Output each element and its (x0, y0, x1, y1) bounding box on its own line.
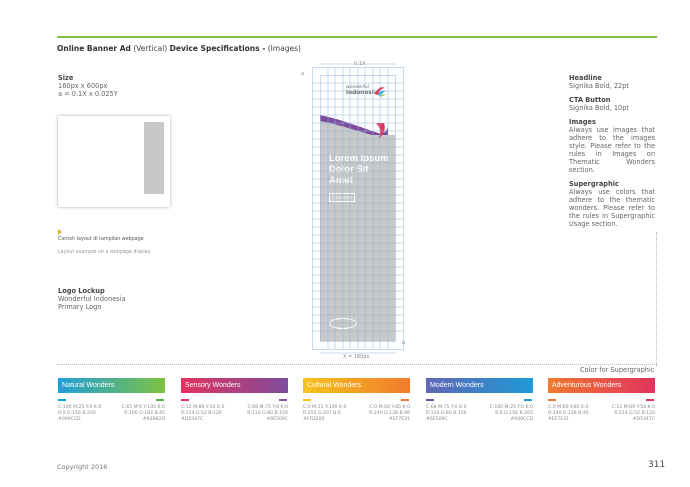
color-spec-line: R:214 G:52 B:126 (614, 411, 655, 416)
color-spec-right: C:12 M:89 Y:54 K:0 R:214 G:52 B:126 #D5347… (608, 405, 655, 423)
color-spec-line: #FFD200 (303, 417, 325, 422)
color-spec-line: R:214 G:52 B:126 (181, 411, 222, 416)
wonder-bar: Natural Wonders (58, 378, 165, 393)
color-spec-line: #EF7E31 (548, 417, 570, 422)
corner-a-bottom: a (402, 340, 406, 346)
cta-label: CTA Button (569, 96, 611, 104)
cta-value: Signika Bold, 10pt (569, 104, 629, 112)
color-spec-line: #6E509C (426, 417, 448, 422)
color-spec-line: C:0 M:21 Y:100 K:0 (303, 405, 347, 410)
color-spec-line: C:68 M:75 Y:0 K:0 (426, 405, 467, 410)
color-spec-line: #009CCD (510, 417, 533, 422)
color-spec-line: R:110 G:80 B:156 (247, 411, 288, 416)
wonder-bar: Adventurous Wonders (548, 378, 655, 393)
color-spec-line: C:100 M:25 Y:0 K:0 (58, 405, 102, 410)
spec-column: Headline Signika Bold, 22pt CTA Button S… (569, 74, 655, 228)
wonder-bar: Modern Wonders (426, 378, 533, 393)
color-spec-line: C:12 M:89 Y:54 K:0 (611, 405, 655, 410)
top-divider (57, 36, 657, 38)
banner-footer-logo (329, 318, 357, 329)
color-swatch-tick (303, 399, 311, 401)
color-spec-line: R:240 G:128 B:46 (548, 411, 589, 416)
logo-block: Logo Lockup Wonderful Indonesia Primary … (58, 287, 126, 311)
color-spec-line: C:0 M:60 Y:85 K:0 (369, 405, 411, 410)
bird-logo-icon (375, 87, 386, 97)
color-spec-line: R:100 G:183 B:45 (124, 411, 165, 416)
banner-headline: Lorem Ipsum Dolor Sit Amet (329, 153, 389, 186)
color-spec-right: C:65 M:0 Y:100 K:0 R:100 G:183 B:45 #64B82… (118, 405, 165, 423)
copyright: Copyright 2016 (57, 463, 108, 471)
color-spec-left: C:68 M:75 Y:0 K:0 R:110 G:80 B:156 #6E509C (426, 405, 467, 423)
supergraphic-label: Supergraphic (569, 180, 619, 188)
size-label: Size (58, 74, 74, 82)
color-swatch-tick (156, 399, 164, 401)
logo-line1: Wonderful Indonesia (58, 295, 126, 303)
size-block: Size 160px x 600px a = 0.1X x 0.025Y (58, 74, 118, 98)
color-swatch-tick (426, 399, 434, 401)
color-spec-line: C:65 M:0 Y:100 K:0 (121, 405, 165, 410)
color-spec-line: R:255 G:207 B:0 (303, 411, 341, 416)
color-spec-line: C:12 M:89 Y:54 K:0 (181, 405, 225, 410)
color-spec-left: C:0 M:21 Y:100 K:0 R:255 G:207 B:0 #FFD200 (303, 405, 346, 423)
page-number: 311 (648, 460, 666, 470)
color-spec-line: #6E509C (266, 417, 288, 422)
images-label: Images (569, 118, 596, 126)
color-spec-left: C:12 M:89 Y:54 K:0 R:214 G:52 B:126 #D5347… (181, 405, 224, 423)
wonder-bar: Sensory Wonders (181, 378, 288, 393)
color-swatch-tick (401, 399, 409, 401)
color-spec-line: R:0 G:156 B:205 (495, 411, 533, 416)
page-title: Online Banner Ad (Vertical) Device Speci… (57, 44, 301, 53)
color-spec-line: R:240 G:128 B:46 (369, 411, 410, 416)
banner-wave-graphic (320, 115, 395, 141)
caption-marker-icon (58, 229, 62, 235)
color-spec-left: C:0 M:60 Y:85 K:0 R:240 G:128 B:46 #EF7E31 (548, 405, 589, 423)
dim-bottom-label: X = 160px (343, 354, 370, 360)
dim-top-label: 0.1X (354, 61, 366, 67)
color-swatch-tick (58, 399, 66, 401)
colors-heading: Color for Supergraphic (580, 366, 655, 374)
color-spec-line: R:0 G:156 B:205 (58, 411, 96, 416)
color-spec-line: #EF7E31 (388, 417, 410, 422)
color-spec-line: #009CCD (58, 417, 81, 422)
color-swatch-tick (181, 399, 189, 401)
logo-line2: Primary Logo (58, 303, 102, 311)
color-spec-line: C:0 M:60 Y:85 K:0 (548, 405, 589, 410)
color-spec-right: C:0 M:60 Y:85 K:0 R:240 G:128 B:46 #EF7E31 (363, 405, 410, 423)
mini-banner-placeholder (144, 122, 164, 194)
corner-a-top: a (301, 71, 305, 77)
color-spec-line: C:100 M:25 Y:0 K:0 (489, 405, 533, 410)
color-swatch-tick (524, 399, 532, 401)
layout-caption-en: Layout example on a webpage display (58, 250, 151, 255)
size-formula: a = 0.1X x 0.025Y (58, 90, 118, 98)
color-spec-line: #D5347C (632, 417, 655, 422)
color-swatch-tick (279, 399, 287, 401)
headline-label: Headline (569, 74, 602, 82)
headline-value: Signika Bold, 22pt (569, 82, 629, 90)
logo-label: Logo Lockup (58, 287, 105, 295)
color-spec-right: C:68 M:75 Y:0 K:0 R:110 G:80 B:156 #6E509C (241, 405, 288, 423)
banner-cta-button: Click Here (329, 193, 355, 202)
color-spec-line: #D5347C (181, 417, 204, 422)
color-spec-right: C:100 M:25 Y:0 K:0 R:0 G:156 B:205 #009CCD (486, 405, 533, 423)
color-spec-line: R:110 G:80 B:156 (426, 411, 467, 416)
color-swatch-tick (548, 399, 556, 401)
dotted-divider-horizontal (57, 364, 657, 365)
vertical-banner-ad: wonderful indonesia Lorem Ipsum Dolor Si… (320, 75, 395, 341)
supergraphic-text: Always use colors that adhere to the the… (569, 188, 655, 228)
dotted-divider-vertical (656, 232, 657, 366)
layout-caption-id: Contoh layout di tampilan webpage (58, 237, 144, 242)
color-spec-line: C:68 M:75 Y:0 K:0 (247, 405, 289, 410)
color-spec-left: C:100 M:25 Y:0 K:0 R:0 G:156 B:205 #009CCD (58, 405, 101, 423)
color-swatch-tick (646, 399, 654, 401)
webpage-layout-illustration (58, 116, 170, 207)
size-value: 160px x 600px (58, 82, 108, 90)
color-spec-line: #64B82D (142, 417, 165, 422)
images-text: Always use images that adhere to the ima… (569, 126, 655, 174)
wonder-bar: Cultural Wonders (303, 378, 410, 393)
